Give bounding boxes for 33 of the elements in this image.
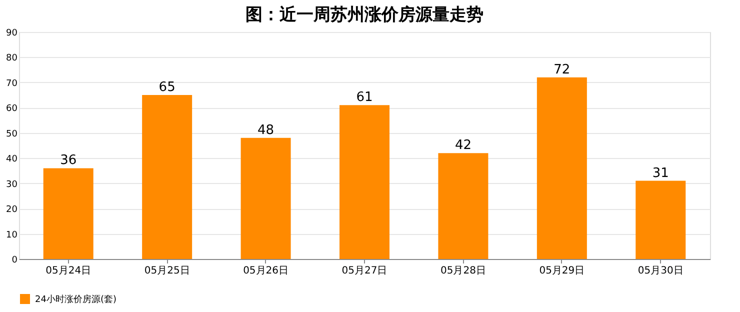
x-tick-label: 05月27日 <box>342 266 388 276</box>
bar <box>438 153 488 259</box>
bar <box>636 180 686 259</box>
y-tick-label: 20 <box>6 205 18 216</box>
bar <box>340 105 390 259</box>
bar <box>536 77 587 259</box>
y-tick-label: 0 <box>12 256 18 266</box>
x-tick-label: 05月29日 <box>539 266 585 276</box>
bar <box>142 95 192 259</box>
y-tick-label: 30 <box>6 180 18 190</box>
data-label: 72 <box>554 62 570 78</box>
y-tick-label: 90 <box>6 28 18 38</box>
data-label: 65 <box>158 80 176 96</box>
x-tick-label: 05月25日 <box>144 266 190 276</box>
y-tick-label: 40 <box>6 154 18 165</box>
data-label: 36 <box>60 153 77 168</box>
y-tick-label: 50 <box>6 129 18 140</box>
y-tick-label: 60 <box>6 104 18 114</box>
y-tick-label: 70 <box>6 78 18 89</box>
data-label: 61 <box>356 90 373 106</box>
x-tick-label: 05月28日 <box>440 266 486 276</box>
data-label: 48 <box>258 122 274 138</box>
legend-label: 24小时涨价房源(套) <box>35 294 116 305</box>
bar <box>240 138 291 259</box>
data-label: 42 <box>454 138 472 154</box>
y-tick-label: 10 <box>6 230 18 240</box>
x-tick-label: 05月24日 <box>46 266 92 276</box>
chart-title: 图：近一周苏州涨价房源量走势 <box>246 5 484 25</box>
x-tick-label: 05月30日 <box>638 266 684 276</box>
bar <box>43 168 94 259</box>
x-tick-label: 05月26日 <box>243 266 289 276</box>
data-label: 31 <box>652 166 669 181</box>
y-tick-label: 80 <box>6 54 18 64</box>
